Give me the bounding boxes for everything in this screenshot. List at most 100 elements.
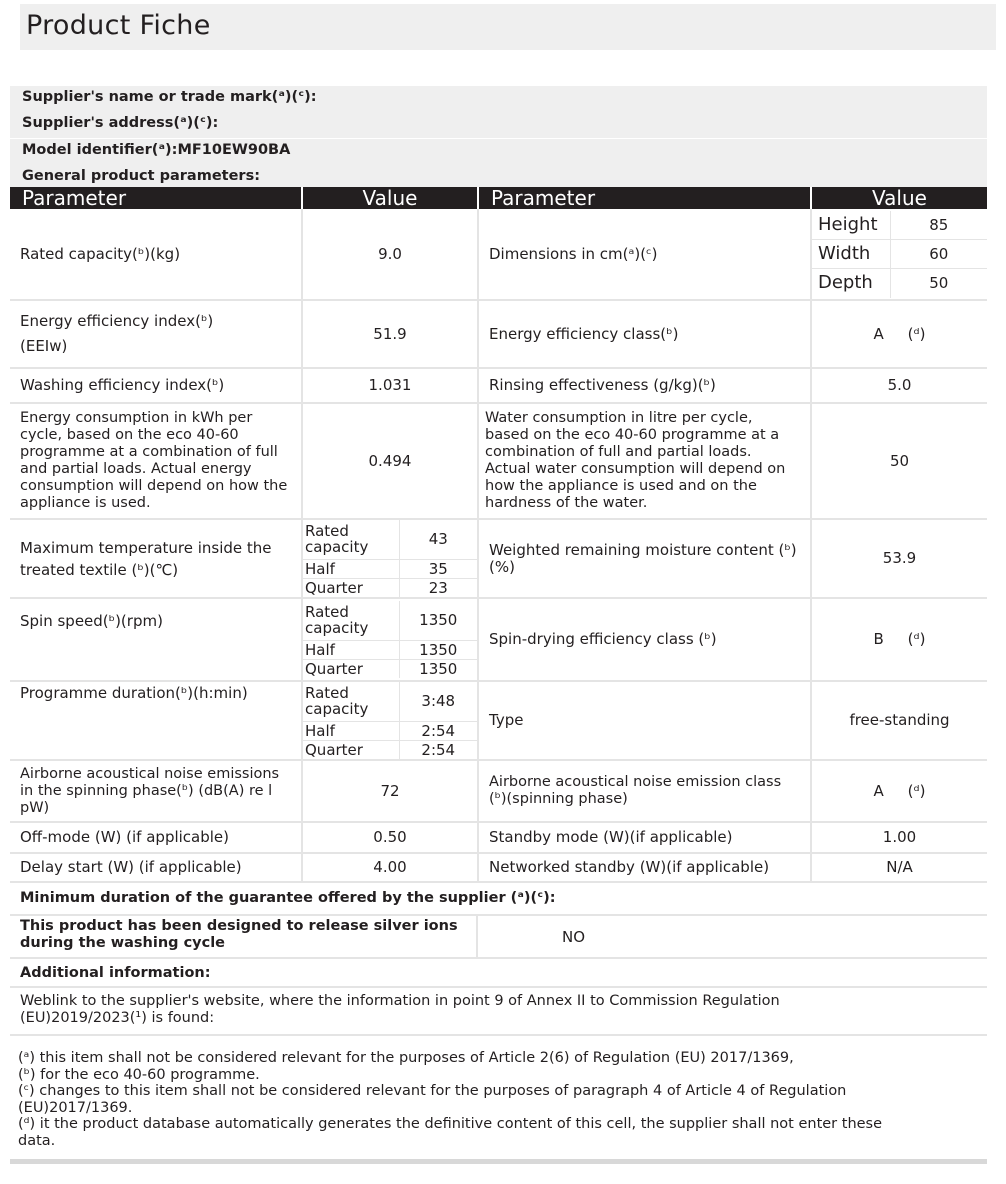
load-value: 2:54 <box>421 740 456 759</box>
table-row: Off-mode (W) (if applicable) 0.50 Standb… <box>10 822 987 854</box>
load-value: 43 <box>399 520 477 560</box>
load-label: Rated capacity <box>303 682 400 722</box>
header-parameter: Parameter <box>10 187 303 209</box>
load-label: Rated capacity <box>303 520 400 560</box>
footnote-a: (ᵃ) this item shall not be considered re… <box>18 1050 794 1066</box>
load-values-cell: Rated capacity 43 Half 35 Quarter 23 <box>302 519 479 599</box>
dim-label: Depth <box>812 268 891 298</box>
weblink-text: Weblink to the supplier's website, where… <box>10 988 987 1036</box>
load-value: 2:54 <box>399 721 477 741</box>
header-parameter-2: Parameter <box>478 187 812 209</box>
param-label: Type <box>478 681 812 761</box>
load-table: Rated capacity 1350 Half 1350 Quarter 1350 <box>303 601 477 678</box>
footnote-ref: (ᵈ) <box>907 781 926 800</box>
eei-abbrev: (EEIw) <box>20 337 68 355</box>
footnote-ref: (ᵈ) <box>907 630 926 648</box>
dim-value: 85 <box>890 210 987 240</box>
load-value: 1350 <box>399 601 477 641</box>
param-label: Maximum temperature inside the treated t… <box>10 519 303 599</box>
footnote-b: (ᵇ) for the eco 40-60 programme. <box>18 1066 260 1083</box>
load-value: 23 <box>428 578 448 597</box>
load-value: 1350 <box>399 640 477 660</box>
param-label: Airborne acoustical noise emissions in t… <box>10 760 303 823</box>
param-label: Energy consumption in kWh per cycle, bas… <box>10 403 303 520</box>
param-label: Rinsing effectiveness (g/kg)(ᵇ) <box>478 368 812 404</box>
param-value: 1.00 <box>811 822 987 854</box>
param-label: Washing efficiency index(ᵇ) <box>10 368 303 404</box>
dim-value: 60 <box>890 239 987 269</box>
param-label: Networked standby (W)(if applicable) <box>478 853 812 883</box>
param-label: Water consumption in litre per cycle, ba… <box>478 403 812 520</box>
silver-ions-label: This product has been designed to releas… <box>10 916 478 957</box>
param-value: 50 <box>811 403 987 520</box>
supplier-name: Supplier's name or trade mark(ᵃ)(ᶜ): <box>10 86 987 112</box>
param-label: Weighted remaining moisture content (ᵇ)(… <box>478 519 812 599</box>
footnote-d: (ᵈ) it the product database automaticall… <box>18 1116 883 1149</box>
param-label: Dimensions in cm(ᵃ)(ᶜ) <box>478 209 812 301</box>
page-title: Product Fiche <box>20 4 996 50</box>
table-row: Maximum temperature inside the treated t… <box>10 519 987 599</box>
dimensions-table: Height 85 Width 60 Depth 50 <box>812 210 987 298</box>
param-label: Rated capacity(ᵇ)(kg) <box>10 209 303 301</box>
param-label: Airborne acoustical noise emission class… <box>478 760 812 823</box>
silver-ions-row: This product has been designed to releas… <box>10 916 987 959</box>
load-label: Half <box>303 559 400 579</box>
load-value: 3:48 <box>399 682 477 722</box>
param-value: 72 <box>302 760 479 823</box>
model-label: Model identifier(ᵃ): <box>22 142 178 158</box>
guarantee-label: Minimum duration of the guarantee offere… <box>10 882 987 916</box>
header-value: Value <box>302 187 479 209</box>
table-row: Delay start (W) (if applicable) 4.00 Net… <box>10 853 987 883</box>
param-label: Energy efficiency class(ᵇ) <box>478 300 812 369</box>
param-value: 4.00 <box>302 853 479 883</box>
param-value: B (ᵈ) <box>811 598 987 682</box>
param-value: 0.50 <box>302 822 479 854</box>
param-label: Spin speed(ᵇ)(rpm) <box>10 598 303 682</box>
table-row: Spin speed(ᵇ)(rpm) Rated capacity 1350 Ha… <box>10 598 987 682</box>
footnote-c: (ᶜ) changes to this item shall not be co… <box>18 1083 847 1116</box>
param-value: 1.031 <box>302 368 479 404</box>
param-label: Delay start (W) (if applicable) <box>10 853 303 883</box>
header-value-2: Value <box>811 187 987 209</box>
additional-info-heading: Additional information: <box>10 959 987 988</box>
table-row: Airborne acoustical noise emissions in t… <box>10 760 987 823</box>
param-label: Spin-drying efficiency class (ᵇ) <box>478 598 812 682</box>
load-label: Quarter <box>303 578 400 597</box>
class-value: A <box>873 781 884 800</box>
dim-value: 50 <box>929 274 949 293</box>
param-value: 51.9 <box>302 300 479 369</box>
param-value: A (ᵈ) <box>811 300 987 369</box>
model-identifier: Model identifier(ᵃ):MF10EW90BA <box>10 139 987 165</box>
load-label: Half <box>303 721 400 741</box>
param-value: N/A <box>811 853 987 883</box>
param-value: free-standing <box>811 681 987 761</box>
param-label: Programme duration(ᵇ)(h:min) <box>10 681 303 761</box>
load-table: Rated capacity 43 Half 35 Quarter 23 <box>303 520 477 597</box>
footnotes: (ᵃ) this item shall not be considered re… <box>10 1036 987 1164</box>
param-value: A (ᵈ) <box>811 760 987 823</box>
param-value: 5.0 <box>811 368 987 404</box>
dim-label: Height <box>812 210 891 240</box>
eei-label: Energy efficiency index(ᵇ) <box>20 312 214 330</box>
param-label: Energy efficiency index(ᵇ) (EEIw) <box>10 300 303 369</box>
class-value: A <box>873 324 884 343</box>
load-value: 1350 <box>419 659 458 678</box>
table-row: Energy consumption in kWh per cycle, bas… <box>10 403 987 520</box>
load-values-cell: Rated capacity 3:48 Half 2:54 Quarter 2:54 <box>302 681 479 761</box>
class-value: B <box>873 630 884 648</box>
load-value: 35 <box>399 559 477 579</box>
load-table: Rated capacity 3:48 Half 2:54 Quarter 2:54 <box>303 682 477 759</box>
parameters-table: Parameter Value Parameter Value Rated ca… <box>10 187 987 883</box>
general-parameters-heading: General product parameters: <box>10 165 987 187</box>
supplier-address: Supplier's address(ᵃ)(ᶜ): <box>10 112 987 138</box>
param-value: 9.0 <box>302 209 479 301</box>
table-row: Rated capacity(ᵇ)(kg) 9.0 Dimensions in … <box>10 209 987 301</box>
param-label: Off-mode (W) (if applicable) <box>10 822 303 854</box>
load-label: Rated capacity <box>303 601 400 641</box>
table-row: Washing efficiency index(ᵇ) 1.031 Rinsin… <box>10 368 987 404</box>
table-row: Programme duration(ᵇ)(h:min) Rated capac… <box>10 681 987 761</box>
table-header: Parameter Value Parameter Value <box>10 187 987 209</box>
param-label: Standby mode (W)(if applicable) <box>478 822 812 854</box>
table-row: Energy efficiency index(ᵇ) (EEIw) 51.9 En… <box>10 300 987 369</box>
dimensions-cell: Height 85 Width 60 Depth 50 <box>811 209 987 301</box>
